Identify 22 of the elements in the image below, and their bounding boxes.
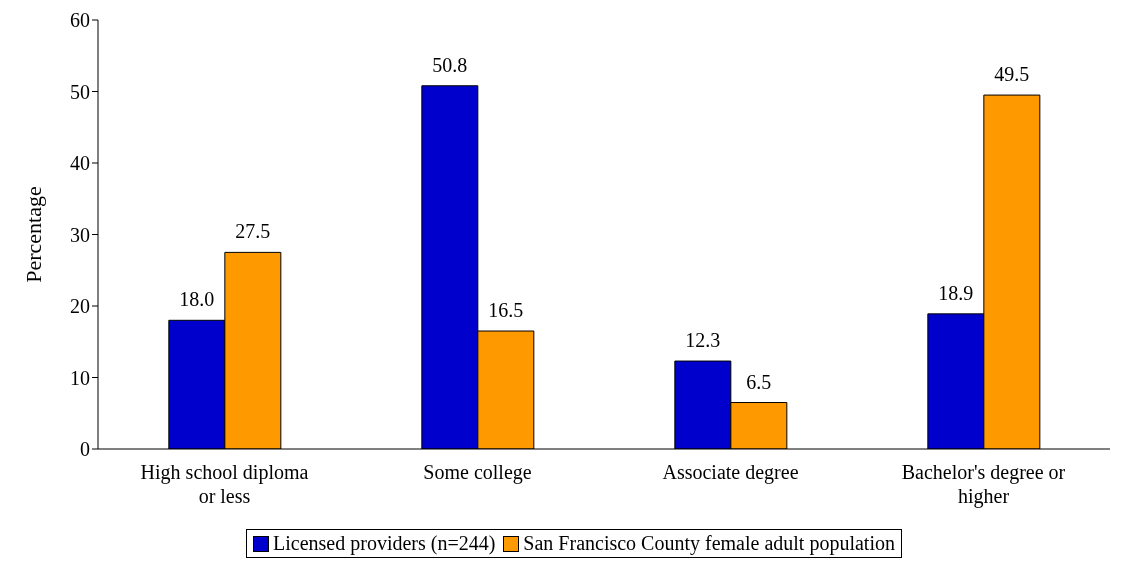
y-tick-label: 60 <box>70 9 90 32</box>
x-tick-label: High school diploma or less <box>140 461 309 507</box>
data-label: 16.5 <box>488 299 524 322</box>
data-label: 12.3 <box>685 329 721 352</box>
y-tick-label: 10 <box>70 366 90 389</box>
data-label: 50.8 <box>432 53 468 76</box>
y-tick-label: 20 <box>70 295 90 318</box>
data-label: 18.0 <box>179 288 215 311</box>
x-tick-label: Some college <box>423 461 532 484</box>
data-label: 27.5 <box>235 220 271 243</box>
y-tick-label: 0 <box>80 438 90 461</box>
data-label: 49.5 <box>994 63 1030 86</box>
x-tick-label: Associate degree <box>662 461 799 484</box>
data-label: 6.5 <box>746 370 772 393</box>
data-label: 18.9 <box>938 281 974 304</box>
y-tick-label: 50 <box>70 80 90 103</box>
legend-label: San Francisco County female adult population <box>522 532 895 555</box>
legend-label: Licensed providers (n=244) <box>272 532 496 555</box>
y-tick-label: 30 <box>70 223 90 246</box>
y-tick-label: 40 <box>70 152 90 175</box>
y-axis-title: Percentage <box>20 186 46 283</box>
x-tick-label: Bachelor's degree or higher <box>901 461 1066 508</box>
